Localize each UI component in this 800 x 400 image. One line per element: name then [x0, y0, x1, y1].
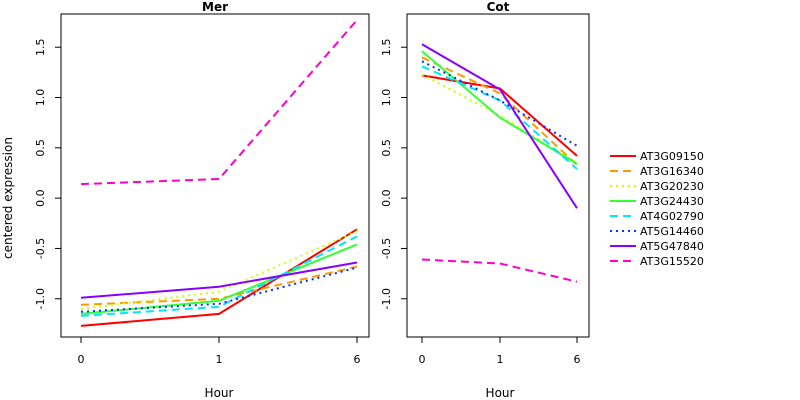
panel-title: Cot [487, 0, 510, 14]
series-line-at3g16340 [421, 56, 578, 166]
legend-label: AT4G02790 [640, 210, 704, 223]
series-line-at5g14460 [421, 60, 578, 147]
x-tick-label: 6 [354, 353, 361, 366]
y-tick-label: 1.0 [380, 89, 393, 107]
y-tick-label: -1.0 [380, 288, 393, 309]
series-line-at4g02790 [80, 235, 358, 317]
legend-label: AT5G14460 [640, 225, 704, 238]
panel-title: Mer [202, 0, 228, 14]
y-tick-label: -0.5 [34, 238, 47, 259]
plot-frame [60, 13, 370, 338]
y-tick-label: 1.0 [34, 89, 47, 107]
y-tick-label: 0.0 [34, 189, 47, 207]
legend: AT3G09150 AT3G16340 AT3G20230 AT3G24430 AT4G… [610, 150, 704, 268]
legend-label: AT3G16340 [640, 165, 704, 178]
y-tick-label: -0.5 [380, 238, 393, 259]
series-line-at5g47840 [421, 43, 578, 209]
x-tick-label: 0 [419, 353, 426, 366]
legend-label: AT5G47840 [640, 240, 704, 253]
x-tick-label: 1 [497, 353, 504, 366]
y-tick-label: 0.5 [34, 139, 47, 157]
legend-label: AT3G20230 [640, 180, 704, 193]
y-tick-label: 1.5 [34, 38, 47, 56]
series-line-at3g16340 [80, 265, 358, 306]
legend-label: AT3G24430 [640, 195, 704, 208]
series-line-at3g20230 [80, 230, 358, 310]
y-tick-label: 0.5 [380, 139, 393, 157]
x-axis-label: Hour [205, 386, 234, 400]
x-axis-label: Hour [486, 386, 515, 400]
series-line-at5g14460 [80, 266, 358, 313]
panel-cot: Cot Hour -1.0 -0.5 0.0 0.5 1.0 1.5 0 1 6 [380, 0, 590, 400]
series-line-at3g09150 [80, 228, 358, 327]
series-line-at4g02790 [421, 65, 578, 170]
series-line-at3g24430 [80, 243, 358, 315]
x-tick-label: 0 [78, 353, 85, 366]
legend-label: AT3G15520 [640, 255, 704, 268]
series-line-at3g24430 [421, 50, 578, 165]
y-tick-label: 0.0 [380, 189, 393, 207]
panel-mer: Mer Hour -1.0 -0.5 0.0 0.5 1.0 1.5 0 1 6 [34, 0, 370, 400]
x-tick-label: 6 [574, 353, 581, 366]
y-tick-label: 1.5 [380, 38, 393, 56]
x-tick-label: 1 [216, 353, 223, 366]
y-tick-label: -1.0 [34, 288, 47, 309]
series-line-at5g47840 [80, 261, 358, 299]
y-axis-label: centered expression [1, 137, 15, 259]
legend-label: AT3G09150 [640, 150, 704, 163]
series-line-at3g15520 [421, 258, 578, 283]
series-line-at3g15520 [80, 19, 358, 186]
plot-frame [406, 13, 590, 338]
